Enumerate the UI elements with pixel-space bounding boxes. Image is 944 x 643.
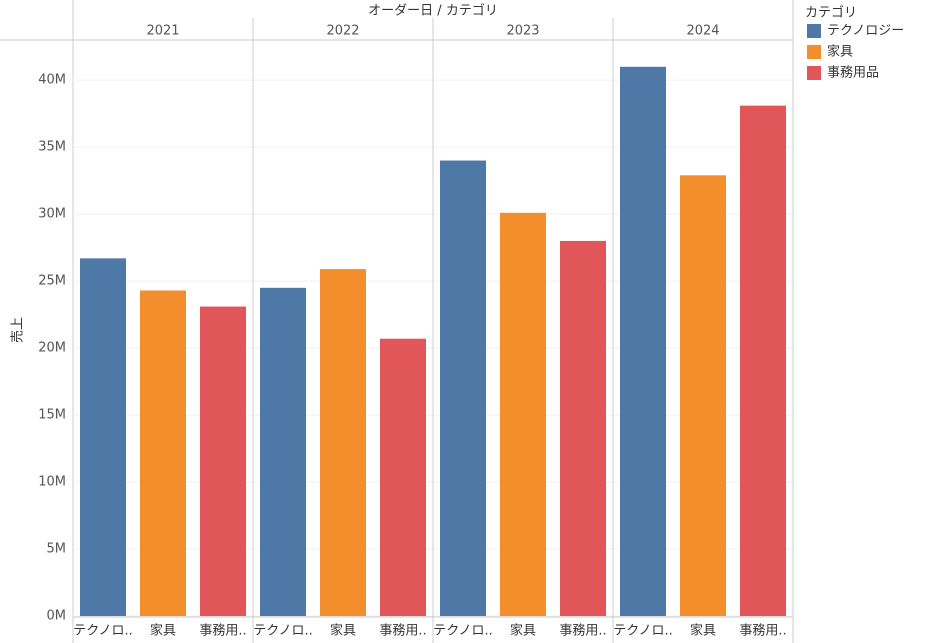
legend-swatch — [807, 66, 821, 80]
y-tick-label: 30M — [38, 207, 66, 222]
y-tick-label: 20M — [38, 341, 66, 356]
bar — [200, 306, 246, 616]
x-tick-label: テクノロ.. — [73, 624, 133, 639]
bar — [380, 338, 426, 616]
bar — [320, 269, 366, 616]
x-tick-label: 事務用.. — [559, 624, 606, 639]
bar — [260, 287, 306, 616]
legend-swatch — [807, 45, 821, 59]
y-tick-label: 25M — [38, 274, 66, 289]
x-tick-label: テクノロ.. — [253, 624, 313, 639]
y-tick-label: 15M — [38, 408, 66, 423]
x-tick-label: 家具 — [150, 623, 176, 639]
legend-title: カテゴリ — [805, 5, 857, 21]
x-tick-label: テクノロ.. — [613, 624, 673, 639]
bar — [80, 258, 126, 616]
y-tick-label: 40M — [38, 73, 66, 88]
legend-label: テクノロジー — [827, 24, 904, 39]
y-tick-label: 5M — [47, 542, 67, 557]
x-tick-label: 事務用.. — [739, 624, 786, 639]
group-label: 2023 — [506, 24, 539, 39]
bar — [680, 175, 726, 616]
bar — [440, 160, 486, 616]
bar — [620, 66, 666, 616]
x-tick-label: 事務用.. — [379, 624, 426, 639]
x-tick-label: 家具 — [690, 623, 716, 639]
x-tick-label: 事務用.. — [199, 624, 246, 639]
chart-title: オーダー日 / カテゴリ — [368, 3, 498, 19]
x-tick-label: 家具 — [510, 623, 536, 639]
legend-label: 家具 — [827, 44, 853, 60]
bar — [500, 212, 546, 617]
bar — [140, 290, 186, 616]
bar — [560, 240, 606, 616]
y-tick-label: 0M — [47, 609, 67, 624]
legend-swatch — [807, 24, 821, 38]
group-label: 2024 — [686, 24, 719, 39]
x-tick-label: 家具 — [330, 623, 356, 639]
legend-label: 事務用品 — [827, 66, 879, 81]
y-tick-label: 10M — [38, 475, 66, 490]
x-tick-label: テクノロ.. — [433, 624, 493, 639]
y-tick-label: 35M — [38, 140, 66, 155]
group-label: 2022 — [326, 24, 359, 39]
bar — [740, 105, 786, 616]
group-label: 2021 — [146, 24, 179, 39]
y-axis-label: 売上 — [10, 317, 26, 343]
